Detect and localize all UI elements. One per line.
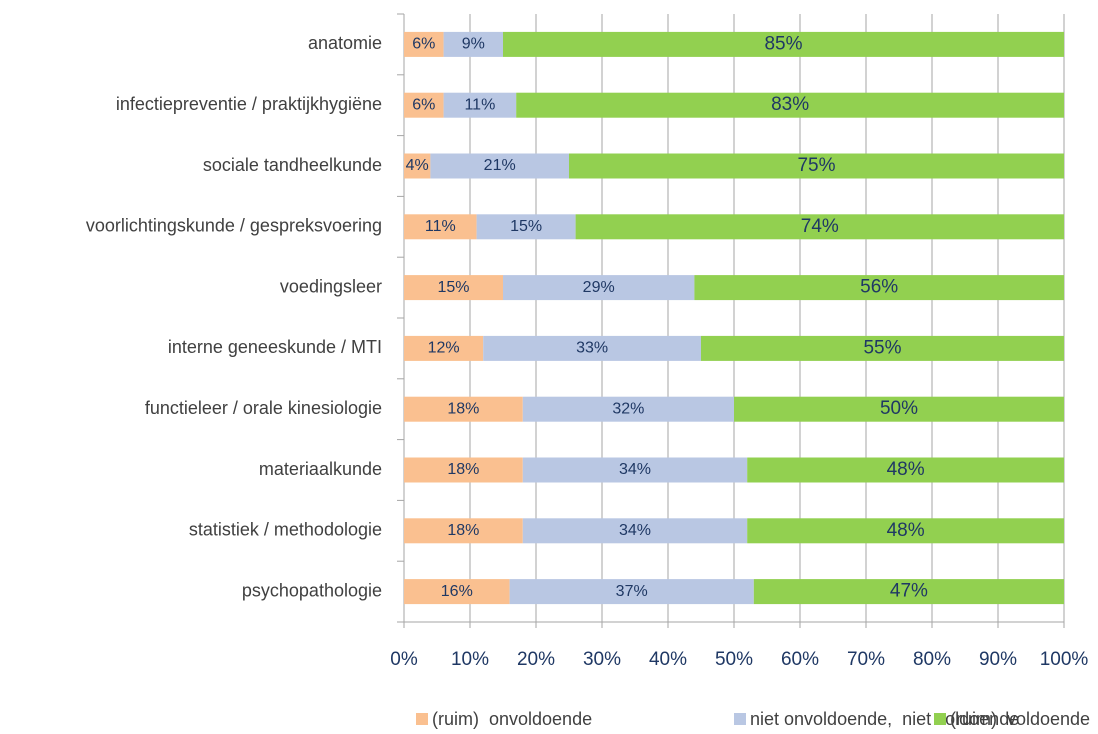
bar-segment <box>694 275 1064 301</box>
value-label: 50% <box>880 398 918 419</box>
bar-segment <box>404 92 444 118</box>
bar-segment <box>404 153 431 179</box>
category-label: anatomie <box>308 33 382 53</box>
bar-segment <box>701 335 1064 361</box>
value-label: 48% <box>887 520 925 541</box>
bar-segment <box>404 518 523 544</box>
value-label: 33% <box>576 340 608 357</box>
value-label: 37% <box>616 583 648 600</box>
bar-segment <box>522 457 748 483</box>
bar-segment <box>753 579 1064 605</box>
x-tick-label: 100% <box>1040 649 1089 670</box>
bar-segment <box>569 153 1064 179</box>
value-label: 83% <box>771 94 809 115</box>
value-label: 34% <box>619 461 651 478</box>
bar-segment <box>734 396 1064 422</box>
x-tick-label: 60% <box>781 649 819 670</box>
category-label: voorlichtingskunde / gespreksvoering <box>86 216 382 236</box>
bar-segment <box>483 335 701 361</box>
value-label: 15% <box>437 279 469 296</box>
x-tick-label: 10% <box>451 649 489 670</box>
value-label: 15% <box>510 218 542 235</box>
bar-segment <box>509 579 754 605</box>
value-label: 18% <box>447 400 479 417</box>
value-label: 47% <box>890 581 928 602</box>
legend-swatch <box>934 713 946 725</box>
bar-segment <box>516 92 1064 118</box>
category-label: sociale tandheelkunde <box>203 155 382 175</box>
x-tick-label: 50% <box>715 649 753 670</box>
bar-segment <box>522 396 734 422</box>
x-tick-label: 0% <box>390 649 418 670</box>
value-label: 32% <box>612 400 644 417</box>
category-label: infectiepreventie / praktijkhygiëne <box>116 94 382 114</box>
value-label: 85% <box>764 33 802 54</box>
legend-label: (ruim) onvoldoende <box>432 709 592 729</box>
value-label: 6% <box>412 36 435 53</box>
value-label: 11% <box>425 218 456 235</box>
x-tick-label: 70% <box>847 649 885 670</box>
category-label: functieleer / orale kinesiologie <box>145 398 382 418</box>
value-label: 16% <box>441 583 473 600</box>
value-label: 4% <box>406 157 429 174</box>
bar-segment <box>404 457 523 483</box>
value-label: 12% <box>428 340 460 357</box>
value-label: 74% <box>801 216 839 237</box>
value-label: 56% <box>860 277 898 298</box>
value-label: 9% <box>462 36 485 53</box>
value-label: 75% <box>797 155 835 176</box>
legend-swatch <box>416 713 428 725</box>
bar-segment <box>443 31 503 57</box>
bar-segment <box>522 518 748 544</box>
x-tick-label: 80% <box>913 649 951 670</box>
bar-segment <box>747 518 1064 544</box>
bar-segment <box>747 457 1064 483</box>
value-label: 55% <box>863 337 901 358</box>
bar-segment <box>443 92 517 118</box>
bar-segment <box>575 214 1064 240</box>
x-tick-label: 30% <box>583 649 621 670</box>
bar-segment <box>404 396 523 422</box>
category-label: interne geneeskunde / MTI <box>168 337 382 357</box>
value-label: 6% <box>412 96 435 113</box>
value-label: 21% <box>484 157 516 174</box>
category-label: statistiek / methodologie <box>189 520 382 540</box>
bar-segment <box>503 275 695 301</box>
category-label: psychopathologie <box>242 580 382 600</box>
category-label: voedingsleer <box>280 276 382 296</box>
value-label: 11% <box>464 96 495 113</box>
legend-swatch <box>734 713 746 725</box>
category-label: materiaalkunde <box>259 459 382 479</box>
bar-segment <box>404 275 503 301</box>
value-label: 29% <box>583 279 615 296</box>
bar-segment <box>476 214 576 240</box>
x-tick-label: 40% <box>649 649 687 670</box>
value-label: 48% <box>887 459 925 480</box>
bar-segment <box>404 335 484 361</box>
bar-segment <box>503 31 1064 57</box>
x-tick-label: 20% <box>517 649 555 670</box>
value-label: 18% <box>447 522 479 539</box>
x-tick-label: 90% <box>979 649 1017 670</box>
value-label: 18% <box>447 461 479 478</box>
bar-segment <box>404 214 477 240</box>
legend-label: (ruim) voldoende <box>950 709 1090 729</box>
bar-segment <box>404 31 444 57</box>
legend-label: niet onvoldoende, niet voldoende <box>750 709 1019 729</box>
bar-segment <box>430 153 569 179</box>
value-label: 34% <box>619 522 651 539</box>
bar-segment <box>404 579 510 605</box>
